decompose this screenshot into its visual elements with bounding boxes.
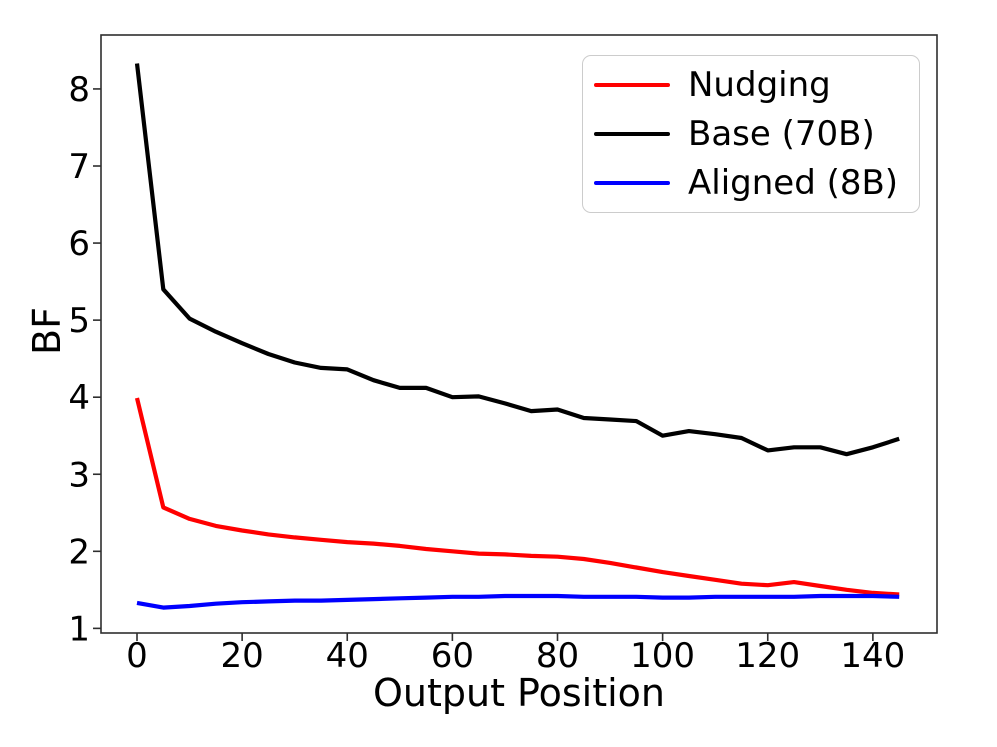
plot-border bbox=[100, 34, 938, 634]
x-tick-label: 0 bbox=[126, 636, 148, 676]
legend-label-nudging: Nudging bbox=[688, 65, 831, 105]
legend-line-swatch-aligned-8b bbox=[594, 180, 670, 186]
y-tick-label: 5 bbox=[68, 301, 90, 341]
series-line-nudging bbox=[134, 397, 900, 597]
x-tick-label: 40 bbox=[326, 636, 369, 676]
legend: Nudging Base (70B) Aligned (8B) bbox=[582, 55, 920, 213]
legend-label-aligned-8b: Aligned (8B) bbox=[688, 163, 899, 203]
x-tick-label: 20 bbox=[220, 636, 263, 676]
legend-line-swatch-nudging bbox=[594, 82, 670, 88]
x-axis-label: Output Position bbox=[372, 671, 666, 715]
y-tick-label: 7 bbox=[68, 147, 90, 187]
y-axis-label: BF bbox=[25, 307, 70, 355]
legend-item-nudging: Nudging bbox=[594, 65, 919, 105]
y-tick-label: 3 bbox=[68, 455, 90, 495]
legend-line-swatch-base-70b bbox=[594, 131, 670, 137]
x-tick-label: 60 bbox=[431, 636, 474, 676]
legend-item-base-70b: Base (70B) bbox=[594, 114, 919, 154]
y-tick-label: 8 bbox=[68, 70, 90, 110]
series-line-base-70b bbox=[134, 63, 900, 457]
y-tick-label: 4 bbox=[68, 378, 90, 418]
series-line-aligned-8b bbox=[136, 593, 900, 610]
legend-label-base-70b: Base (70B) bbox=[688, 114, 875, 154]
x-tick-label: 100 bbox=[630, 636, 695, 676]
y-tick-label: 1 bbox=[68, 609, 90, 649]
x-tick-label: 140 bbox=[840, 636, 905, 676]
x-tick-label: 80 bbox=[536, 636, 579, 676]
x-tick-label: 120 bbox=[735, 636, 800, 676]
y-tick-label: 2 bbox=[68, 532, 90, 572]
y-tick-label: 6 bbox=[68, 224, 90, 264]
legend-item-aligned-8b: Aligned (8B) bbox=[594, 163, 919, 203]
